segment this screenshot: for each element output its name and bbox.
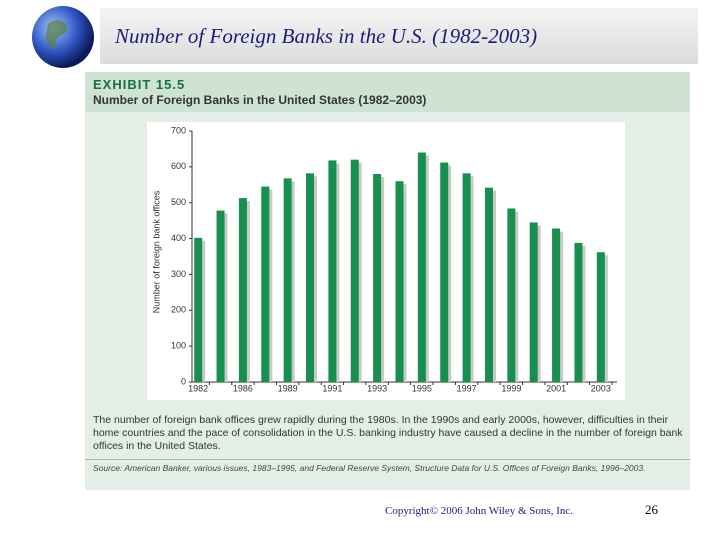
bar — [373, 174, 382, 382]
bar — [238, 198, 247, 382]
x-tick-label: 1999 — [501, 383, 521, 393]
bar — [484, 187, 493, 382]
y-tick-label: 200 — [171, 305, 186, 315]
bar — [306, 173, 315, 382]
copyright: Copyright© 2006 John Wiley & Sons, Inc. — [385, 505, 573, 517]
caption: The number of foreign bank offices grew … — [93, 414, 683, 452]
x-tick-label: 1993 — [367, 383, 387, 393]
x-tick-label: 1989 — [278, 383, 298, 393]
bar — [216, 210, 225, 382]
y-tick-label: 700 — [171, 125, 186, 135]
bar — [574, 242, 583, 382]
x-tick-label: 2001 — [546, 383, 566, 393]
y-axis-label: Number of foreign bank offices — [151, 190, 161, 313]
slide-title: Number of Foreign Banks in the U.S. (198… — [115, 24, 538, 48]
x-tick-label: 1982 — [188, 383, 208, 393]
exhibit-heading: Number of Foreign Banks in the United St… — [93, 93, 427, 107]
source: Source: American Banker, various issues,… — [93, 463, 646, 473]
bar — [194, 237, 203, 382]
x-tick-label: 1995 — [412, 383, 432, 393]
page-number: 26 — [645, 502, 658, 517]
bar — [417, 152, 426, 382]
bar — [507, 208, 516, 382]
x-tick-label: 2003 — [591, 383, 611, 393]
exhibit-label: EXHIBIT 15.5 — [93, 77, 186, 92]
y-tick-label: 400 — [171, 233, 186, 243]
globe — [32, 6, 94, 68]
bar — [261, 186, 270, 382]
bar — [552, 228, 561, 382]
y-tick-label: 500 — [171, 197, 186, 207]
y-tick-label: 300 — [171, 269, 186, 279]
bar — [529, 222, 538, 382]
bar — [440, 162, 449, 382]
x-tick-label: 1997 — [457, 383, 477, 393]
bar — [395, 181, 404, 382]
y-tick-label: 0 — [181, 376, 186, 386]
x-tick-label: 1986 — [233, 383, 253, 393]
x-tick-label: 1991 — [322, 383, 342, 393]
bar — [350, 159, 359, 382]
chart: Number of foreign bank offices 0 100 200 30… — [147, 122, 625, 400]
bar — [596, 252, 605, 382]
bar — [283, 178, 292, 382]
separator — [85, 459, 690, 460]
y-tick-label: 600 — [171, 161, 186, 171]
y-tick-label: 100 — [171, 341, 186, 351]
title-bar — [100, 8, 698, 64]
exhibit-header — [85, 72, 690, 112]
bar — [328, 160, 337, 382]
bar — [462, 173, 471, 382]
